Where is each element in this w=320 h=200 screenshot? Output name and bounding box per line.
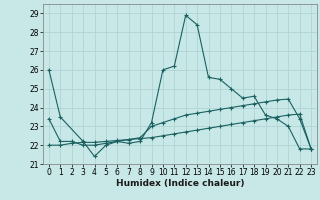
X-axis label: Humidex (Indice chaleur): Humidex (Indice chaleur) xyxy=(116,179,244,188)
